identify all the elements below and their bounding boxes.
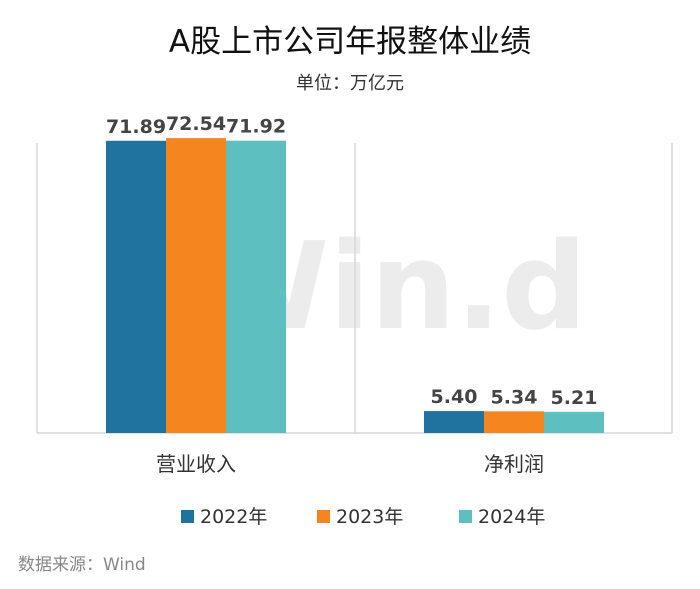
legend-swatch-1 xyxy=(317,510,330,523)
bar-0-2 xyxy=(226,140,286,433)
legend-label-1: 2023年 xyxy=(336,506,403,528)
legend-swatch-2 xyxy=(459,510,472,523)
category-label-1: 净利润 xyxy=(484,452,544,476)
source-note: 数据来源：Wind xyxy=(18,555,146,575)
chart-title: A股上市公司年报整体业绩 xyxy=(169,24,531,60)
bar-value-label-1-1: 5.34 xyxy=(491,386,538,408)
bar-1-1 xyxy=(484,411,544,433)
legend-swatch-0 xyxy=(181,510,194,523)
bar-value-label-1-2: 5.21 xyxy=(551,387,598,409)
bar-0-0 xyxy=(106,140,166,433)
legend-label-2: 2024年 xyxy=(478,506,545,528)
bar-value-label-0-0: 71.89 xyxy=(106,116,166,138)
category-label-0: 营业收入 xyxy=(156,452,236,476)
legend-label-0: 2022年 xyxy=(200,506,267,528)
bar-value-label-0-1: 72.54 xyxy=(166,113,226,135)
bar-0-1 xyxy=(166,138,226,433)
category-labels: 营业收入 净利润 xyxy=(156,452,544,476)
bar-1-2 xyxy=(544,411,604,433)
legend: 2022年 2023年 2024年 xyxy=(181,506,545,528)
bar-value-label-1-0: 5.40 xyxy=(431,386,478,408)
chart-subtitle: 单位：万亿元 xyxy=(296,73,404,94)
bar-1-0 xyxy=(424,411,484,433)
bars-group: 71.89 72.54 71.92 5.40 5.34 5.21 xyxy=(106,113,604,433)
bar-value-label-0-2: 71.92 xyxy=(226,116,286,138)
